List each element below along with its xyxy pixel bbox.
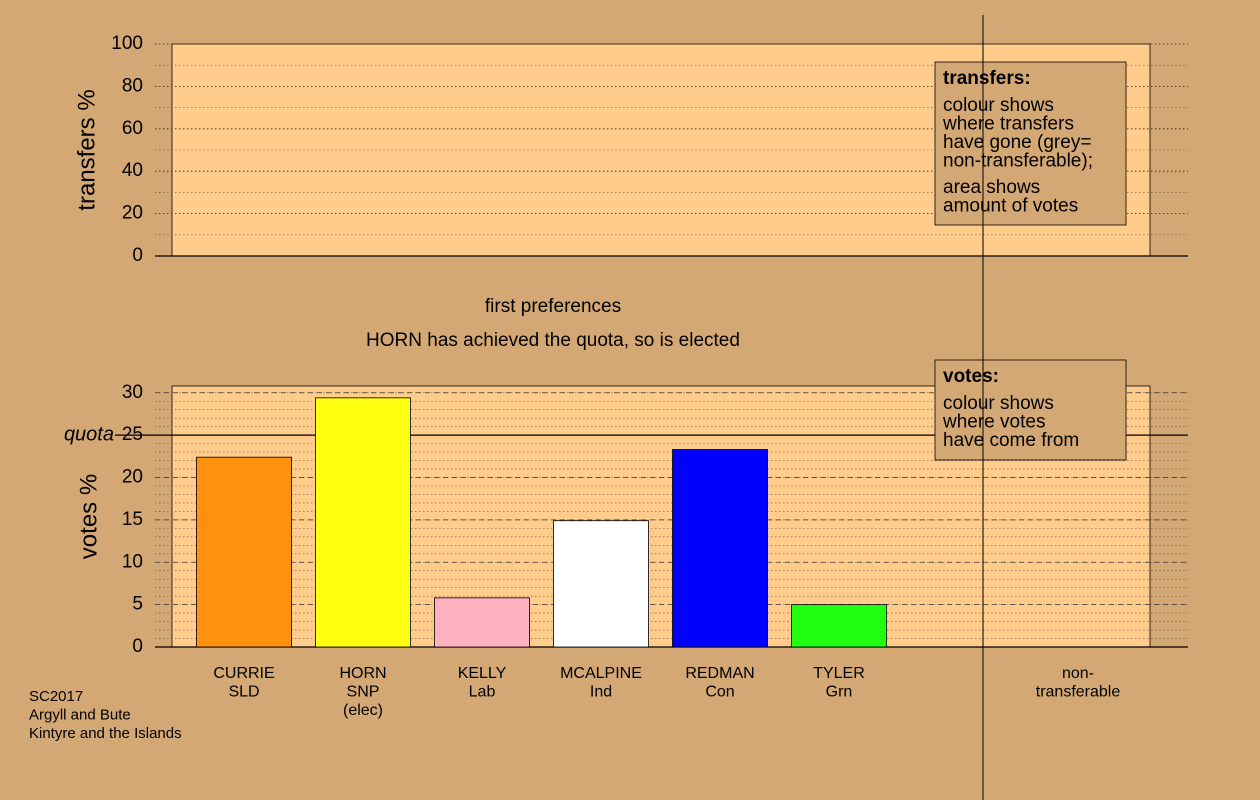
legend-title: transfers:	[943, 68, 1031, 89]
legend-text: have come from	[943, 430, 1079, 451]
x-tick-label: HORN	[339, 665, 386, 682]
legend-text: have gone (grey=	[943, 132, 1091, 153]
y-tick-label: 80	[122, 75, 143, 96]
bar	[196, 456, 292, 648]
y-tick-label: 40	[122, 160, 143, 181]
y-tick-label: 20	[122, 467, 143, 488]
x-tick-label: Con	[705, 684, 734, 701]
bar	[315, 397, 411, 648]
legend-text: area shows	[943, 177, 1040, 198]
x-tick-label: TYLER	[813, 665, 865, 682]
quota-label: quota	[64, 423, 114, 445]
x-tick-label: non-	[1062, 665, 1094, 682]
bar	[434, 597, 530, 648]
y-tick-label: 60	[122, 118, 143, 139]
legend-text: non-transferable);	[943, 151, 1093, 172]
footer-text: Kintyre and the Islands	[29, 725, 182, 742]
y-tick-label: 100	[111, 33, 143, 54]
chart-title: first preferences	[485, 296, 621, 317]
y-tick-label: 15	[122, 509, 143, 530]
x-tick-label: KELLY	[458, 665, 507, 682]
y-tick-label: 10	[122, 551, 143, 572]
x-tick-label: transferable	[1036, 684, 1121, 701]
x-tick-label: SNP	[347, 684, 380, 701]
footer-text: Argyll and Bute	[29, 706, 131, 723]
x-tick-label: REDMAN	[685, 665, 754, 682]
y-tick-label: 0	[132, 245, 143, 266]
bar	[672, 449, 768, 648]
y-axis-label: transfers %	[73, 89, 100, 210]
x-tick-label: Lab	[469, 684, 496, 701]
legend-box	[934, 359, 1127, 461]
y-tick-label: 5	[132, 594, 143, 615]
legend-text: colour shows	[943, 95, 1054, 116]
x-tick-label: Grn	[826, 684, 853, 701]
legend-text: where transfers	[942, 114, 1074, 135]
y-tick-label: 0	[132, 636, 143, 657]
y-tick-label: 30	[122, 382, 143, 403]
x-tick-label: SLD	[228, 684, 259, 701]
y-axis-label: votes %	[75, 474, 102, 559]
legend-box	[934, 61, 1127, 226]
legend-text: colour shows	[943, 393, 1054, 414]
bar	[791, 604, 887, 648]
chart-subtitle: HORN has achieved the quota, so is elect…	[366, 330, 740, 351]
footer-text: SC2017	[29, 688, 83, 705]
bar	[553, 520, 649, 648]
x-tick-label: Ind	[590, 684, 612, 701]
x-tick-label: MCALPINE	[560, 665, 642, 682]
legend-text: where votes	[942, 412, 1045, 433]
legend-title: votes:	[943, 366, 999, 387]
y-tick-label: 20	[122, 203, 143, 224]
x-tick-label: (elec)	[343, 702, 383, 719]
legend-text: amount of votes	[943, 196, 1078, 217]
x-tick-label: CURRIE	[213, 665, 274, 682]
